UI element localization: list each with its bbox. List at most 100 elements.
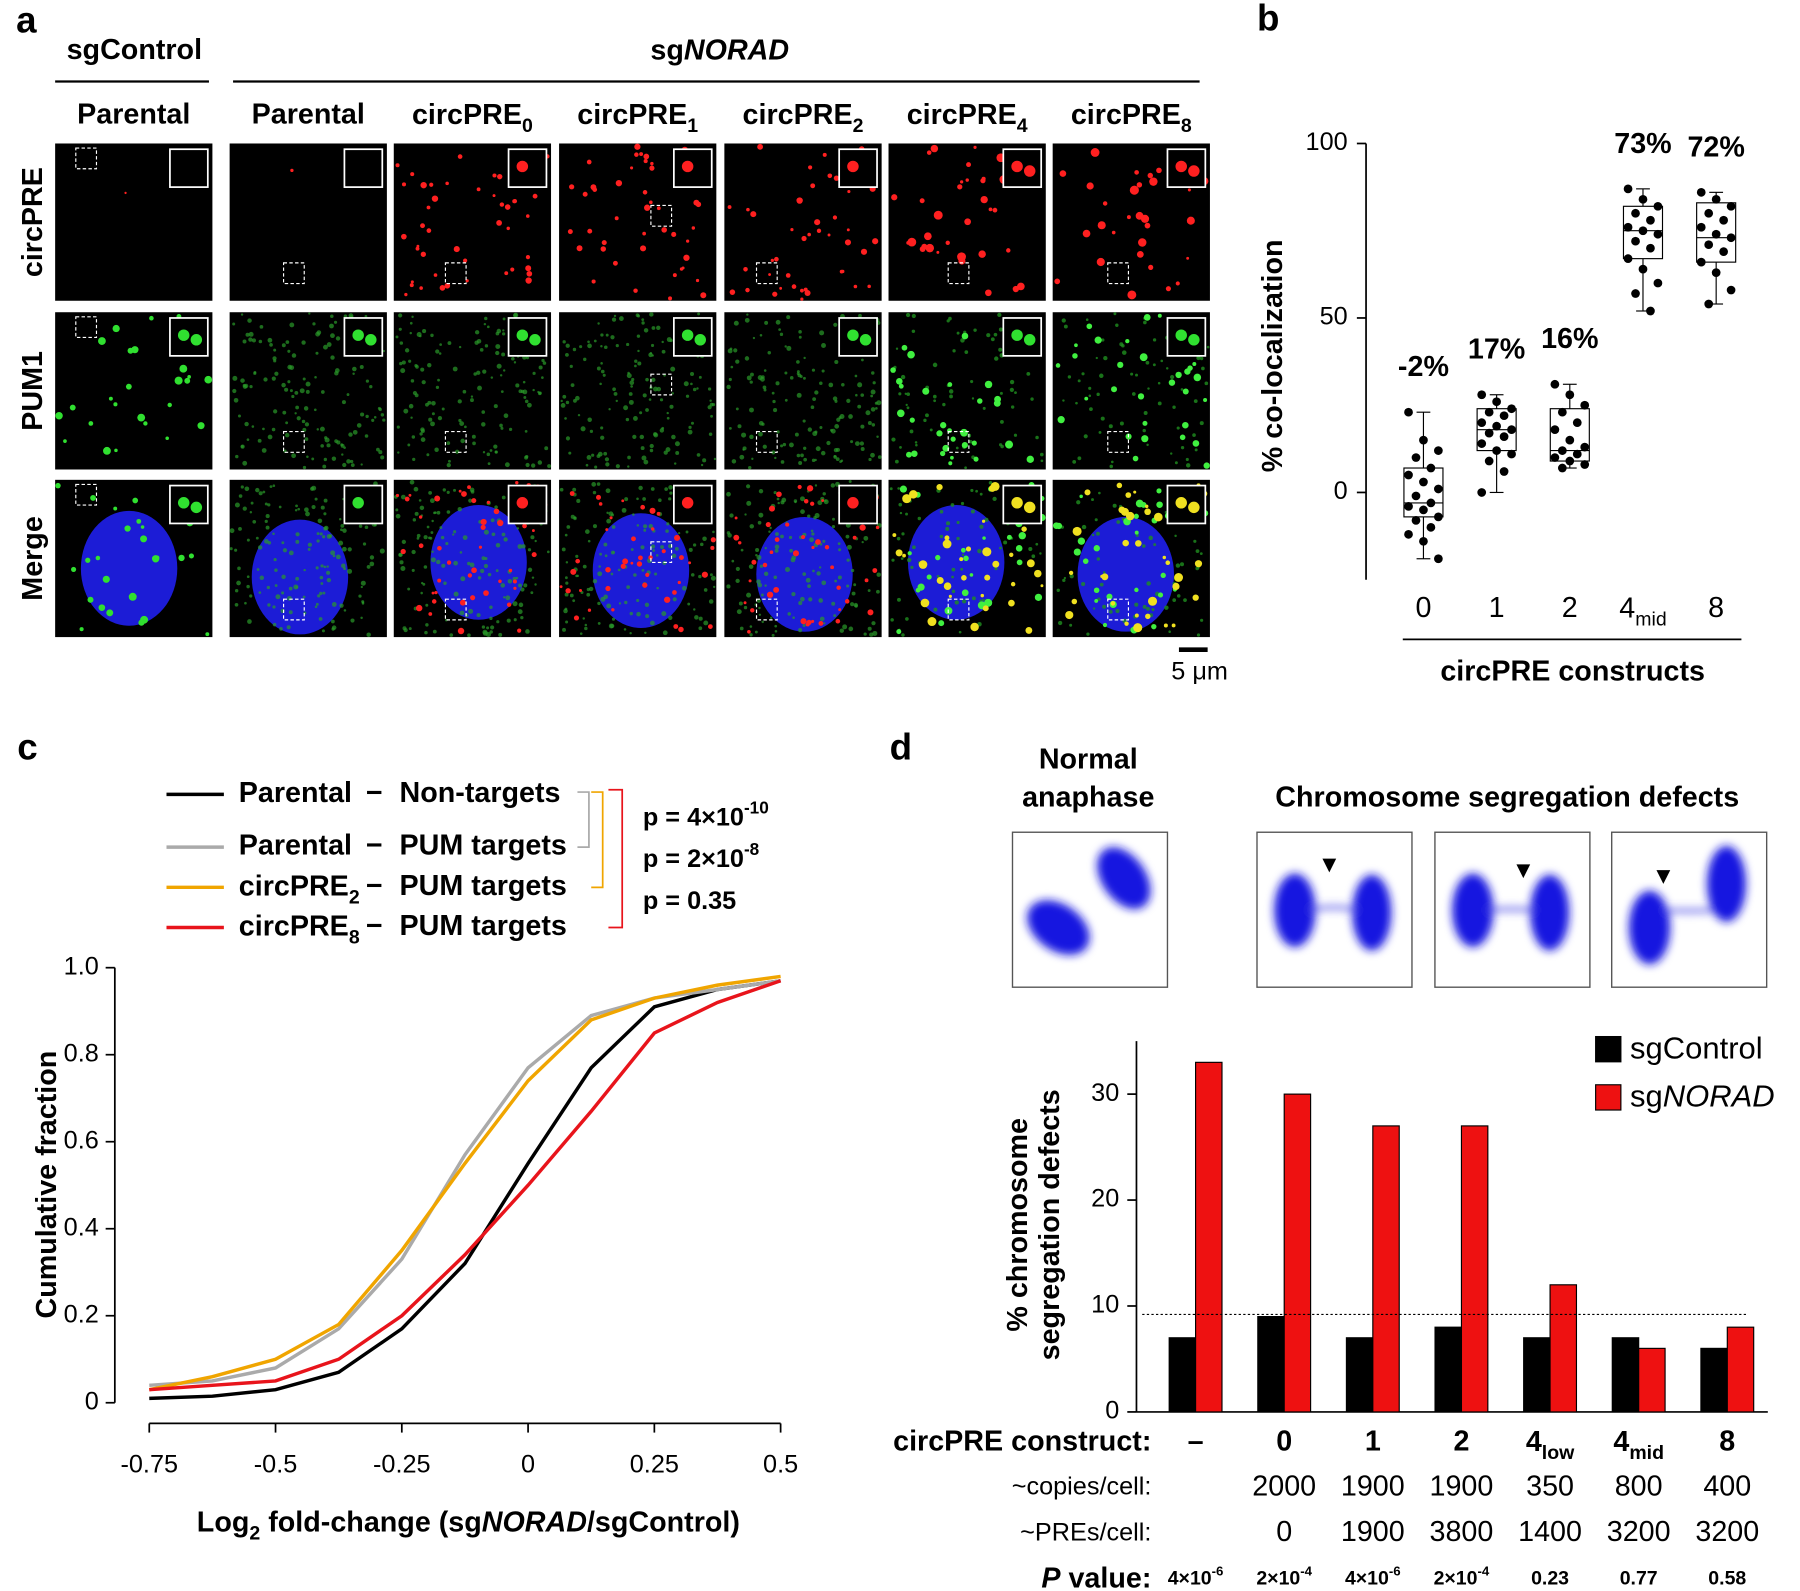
micrograph-spot bbox=[399, 560, 404, 565]
micrograph-spot bbox=[1106, 593, 1113, 600]
micrograph-spot bbox=[410, 280, 414, 284]
micrograph-spot bbox=[1186, 256, 1190, 260]
micrograph-spot bbox=[835, 618, 841, 624]
micrograph-spot bbox=[382, 349, 386, 353]
micrograph-spot bbox=[561, 547, 566, 552]
bracket bbox=[591, 791, 604, 889]
micrograph-spot bbox=[821, 343, 826, 348]
micrograph-spot bbox=[433, 273, 438, 277]
micrograph-spot bbox=[860, 447, 865, 451]
micrograph-spot bbox=[841, 383, 845, 387]
micrograph-spot bbox=[246, 438, 250, 441]
micrograph-spot bbox=[1137, 393, 1145, 400]
micrograph-spot bbox=[380, 455, 385, 460]
micrograph-spot bbox=[102, 575, 110, 583]
micrograph-spot bbox=[491, 532, 496, 537]
micrograph-spot bbox=[936, 574, 940, 578]
micrograph-spot bbox=[911, 329, 916, 334]
micrograph-spot bbox=[562, 627, 566, 632]
micrograph-spot bbox=[131, 346, 139, 354]
micrograph-spot bbox=[281, 574, 286, 580]
micrograph-spot bbox=[587, 417, 592, 422]
micrograph-spot bbox=[1175, 281, 1180, 286]
micrograph-spot bbox=[569, 593, 574, 598]
micrograph-spot bbox=[294, 412, 297, 415]
micrograph-spot bbox=[769, 616, 773, 620]
micrograph-spot bbox=[611, 608, 615, 612]
micrograph-spot bbox=[426, 205, 431, 210]
micrograph-spot bbox=[1085, 318, 1089, 322]
micrograph-spot bbox=[302, 427, 307, 432]
micrograph-spot bbox=[1124, 621, 1129, 626]
micrograph-spot bbox=[63, 439, 67, 443]
micrograph-spot bbox=[365, 414, 369, 419]
data-point bbox=[1404, 502, 1413, 511]
micrograph-spot bbox=[1144, 508, 1151, 516]
data-point bbox=[1704, 208, 1714, 218]
micrograph-spot bbox=[512, 579, 517, 584]
micrograph-spot bbox=[343, 609, 347, 612]
micrograph-spot bbox=[428, 417, 433, 422]
micrograph-spot bbox=[55, 412, 63, 420]
micrograph-spot bbox=[668, 497, 672, 501]
micrograph-spot bbox=[835, 457, 840, 462]
micrograph-spot bbox=[359, 365, 364, 370]
arrowhead bbox=[1656, 870, 1671, 884]
micrograph-spot bbox=[785, 522, 790, 527]
micrograph-spot bbox=[569, 491, 575, 496]
micrograph-spot bbox=[973, 328, 977, 332]
micrograph-spot bbox=[232, 322, 236, 326]
micrograph-spot bbox=[749, 434, 754, 440]
micrograph-spot bbox=[333, 320, 338, 324]
micrograph-spot bbox=[1152, 338, 1157, 342]
micrograph-spot bbox=[408, 493, 412, 497]
micrograph-spot bbox=[272, 532, 275, 536]
micrograph-spot bbox=[1112, 503, 1117, 508]
value-label: 17% bbox=[1468, 334, 1525, 366]
column-header-part: 2 bbox=[853, 115, 864, 137]
micrograph-spot bbox=[980, 593, 985, 598]
micrograph-spot bbox=[833, 322, 838, 327]
cdf-line bbox=[149, 979, 781, 1388]
micrograph-spot bbox=[658, 498, 662, 503]
micrograph-spot bbox=[341, 563, 346, 569]
micrograph-spot bbox=[796, 197, 803, 204]
micrograph-spot bbox=[774, 456, 777, 460]
micrograph-spot bbox=[960, 428, 968, 437]
micrograph-spot bbox=[395, 508, 399, 512]
micrograph-spot bbox=[906, 557, 912, 563]
micrograph-spot bbox=[1151, 608, 1155, 612]
micrograph-spot bbox=[1076, 500, 1081, 505]
data-point bbox=[1565, 456, 1575, 466]
micrograph-spot bbox=[483, 590, 489, 596]
micrograph-spot bbox=[1021, 526, 1027, 532]
micrograph-spot bbox=[140, 525, 145, 529]
micrograph-spot bbox=[361, 600, 365, 604]
micrograph-spot bbox=[871, 423, 876, 427]
micrograph-spot bbox=[796, 453, 801, 458]
micrograph-spot bbox=[1174, 461, 1178, 465]
micrograph-spot bbox=[759, 564, 764, 568]
micrograph-spot bbox=[798, 330, 802, 334]
micrograph-spot bbox=[1204, 381, 1209, 386]
micrograph-spot bbox=[358, 524, 363, 528]
micrograph-spot bbox=[289, 322, 295, 328]
micrograph-spot bbox=[652, 549, 656, 552]
data-point bbox=[1623, 184, 1633, 194]
legend-name: Parental bbox=[239, 777, 352, 809]
micrograph-spot bbox=[525, 277, 532, 284]
micrograph-spot bbox=[287, 380, 291, 384]
bar bbox=[1195, 1061, 1223, 1413]
micrograph-spot bbox=[187, 374, 191, 379]
micrograph-spot bbox=[627, 455, 631, 460]
micrograph-spot bbox=[686, 239, 690, 243]
micrograph-spot bbox=[1165, 560, 1171, 565]
micrograph-spot bbox=[839, 628, 844, 633]
micrograph-spot bbox=[369, 385, 373, 389]
micrograph-spot bbox=[942, 444, 950, 452]
micrograph-spot bbox=[155, 555, 160, 560]
micrograph-spot bbox=[610, 550, 615, 555]
micrograph-spot bbox=[628, 399, 634, 405]
y-axis-label: Cumulative fraction bbox=[31, 1051, 63, 1319]
micrograph-spot bbox=[863, 632, 867, 636]
